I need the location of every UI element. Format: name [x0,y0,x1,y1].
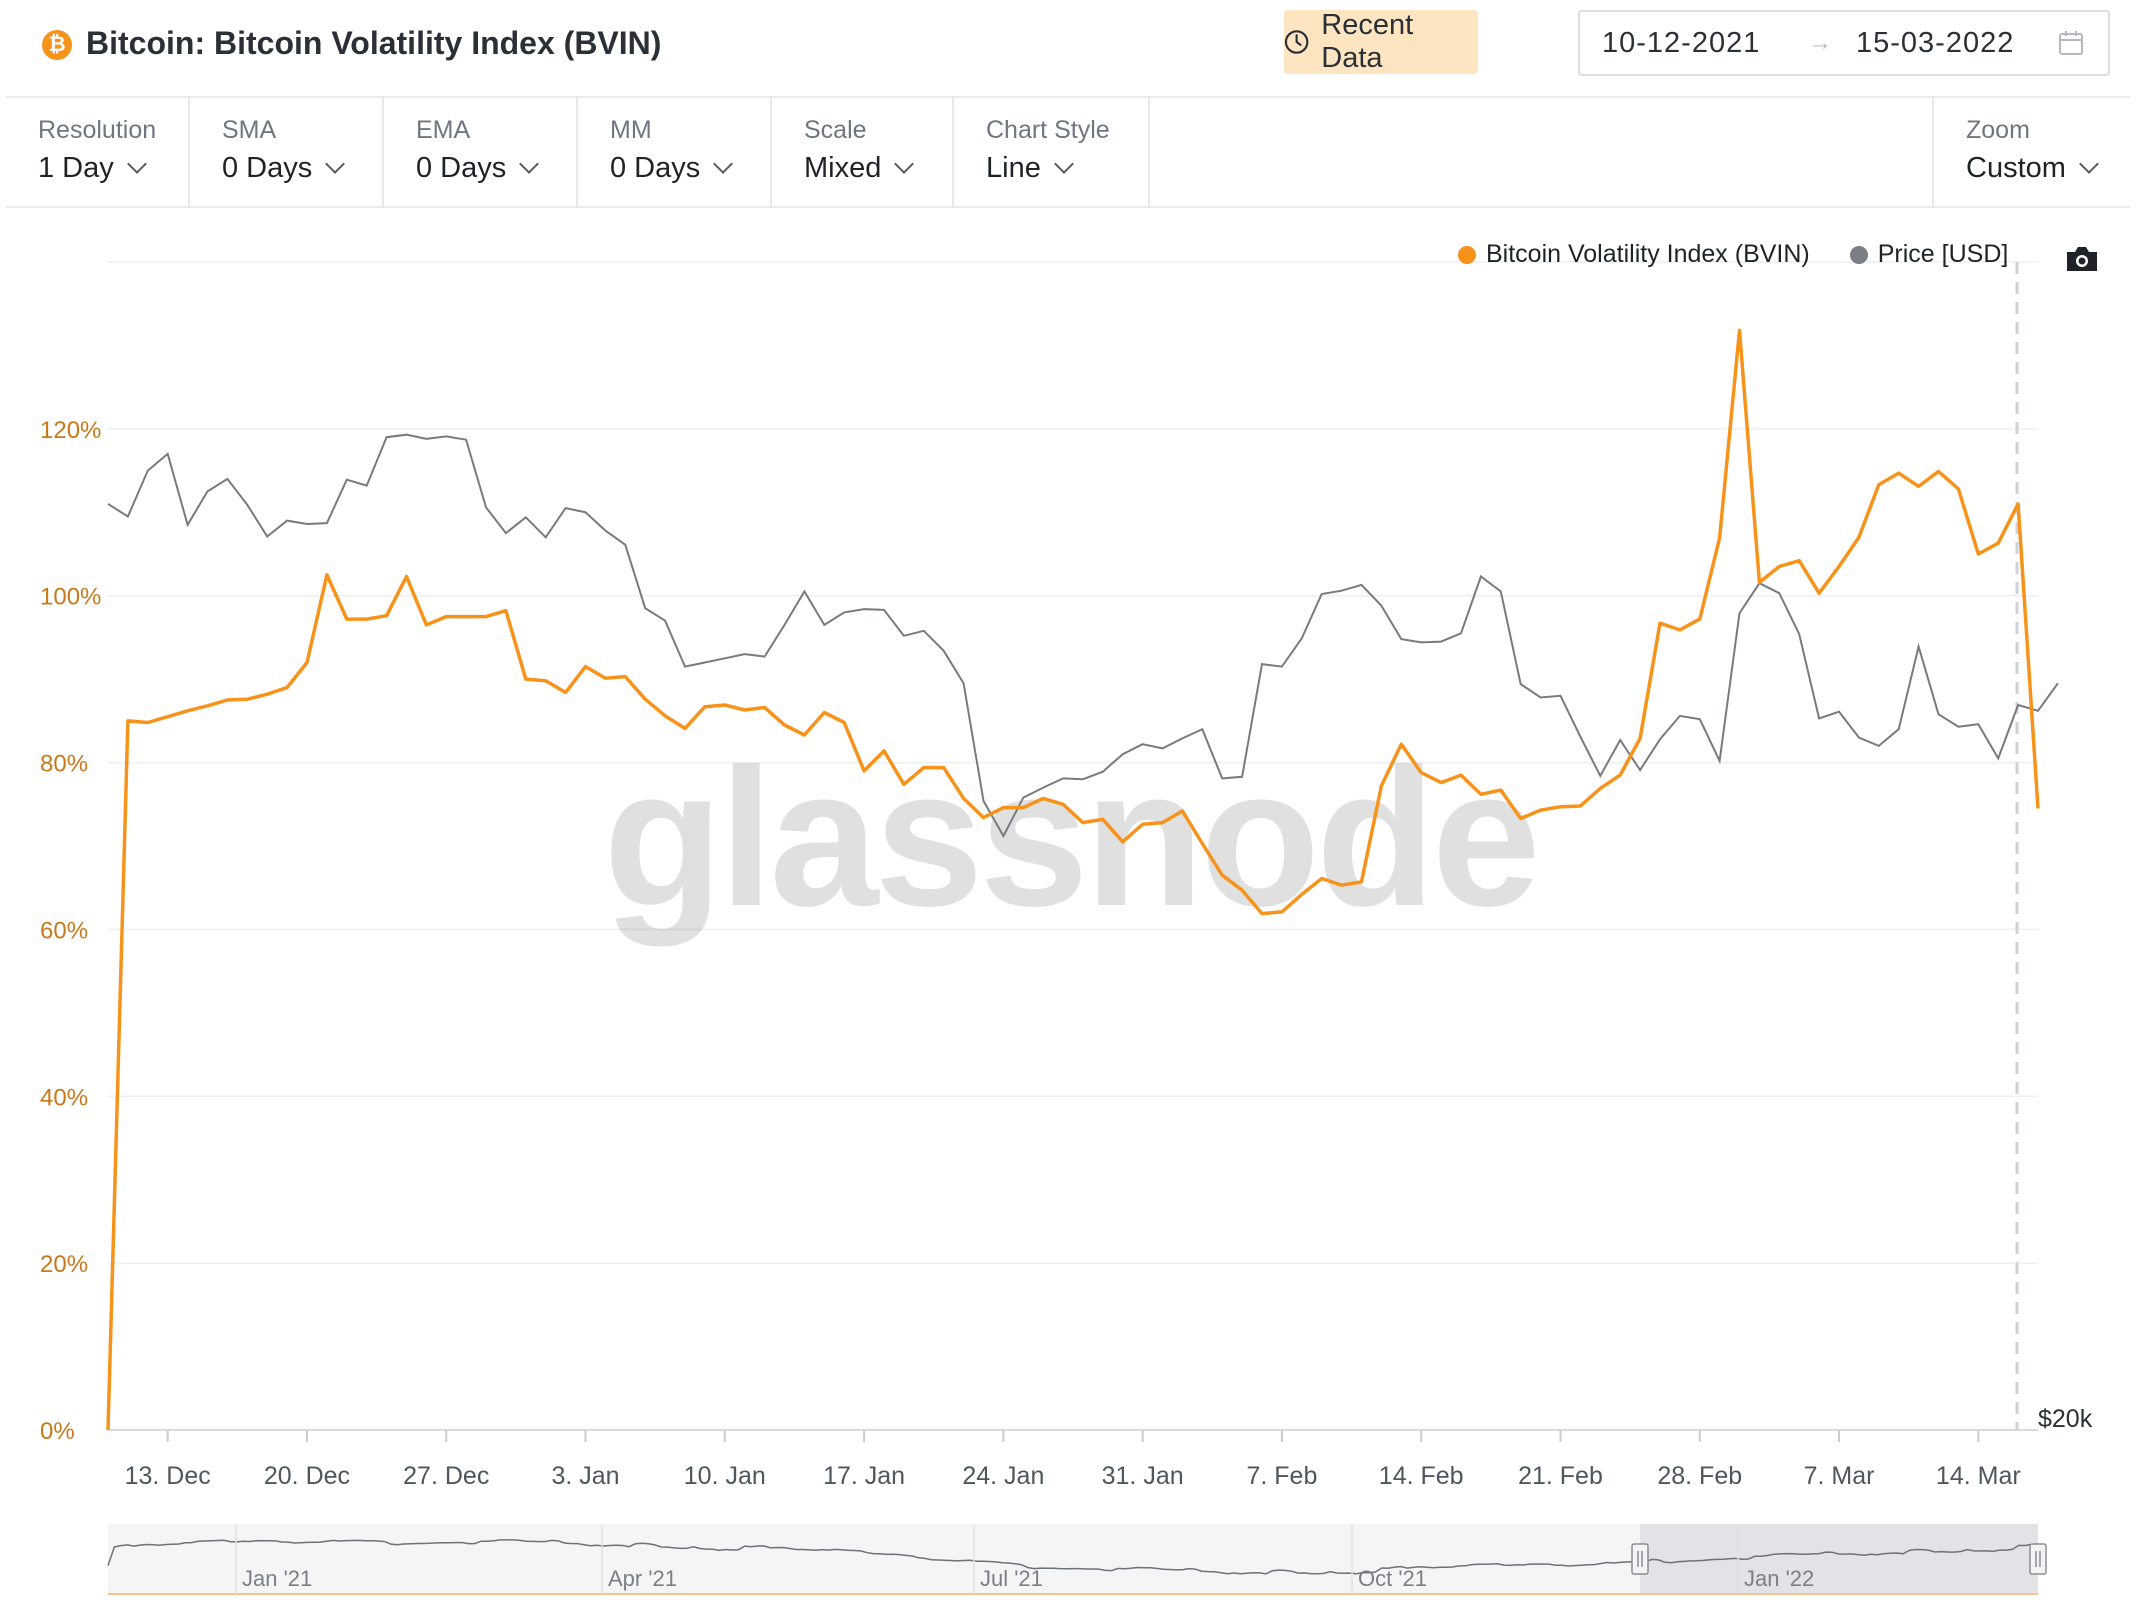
calendar-icon[interactable] [2058,30,2084,56]
chevron-down-icon [1053,154,1074,174]
clock-icon [1284,30,1309,54]
watermark-glassnode: glassnode [603,728,1536,947]
bitcoin-icon: ₿ [42,30,72,60]
chart-area[interactable]: glassnode 0% 20% 40% 60% 80% 100% 120% 13. Dec… [0,208,2136,1614]
mm-value: 0 Days [610,152,701,184]
chart-toolbar: Resolution 1 Day SMA 0 Days EMA 0 Days M… [6,98,2130,208]
ema-value: 0 Days [416,152,507,184]
sma-label: SMA [222,116,277,144]
camera-icon[interactable] [2064,244,2100,274]
scale-label: Scale [804,116,867,144]
y-tick-label: 100% [40,584,101,611]
x-tick-label: 14. Feb [1379,1462,1464,1490]
navigator-tick-label: Apr '21 [608,1566,677,1591]
legend-item-bvin[interactable]: Bitcoin Volatility Index (BVIN) [1458,240,1810,269]
chart-style-select[interactable]: Chart Style Line [954,98,1150,206]
sma-value: 0 Days [222,152,313,184]
legend-label-price: Price [USD] [1877,240,2009,268]
navigator-handle-left[interactable] [1631,1543,1649,1575]
date-to-input[interactable]: 15-03-2022 [1856,27,2015,59]
legend-dot-price [1849,245,1868,264]
sma-select[interactable]: SMA 0 Days [190,98,384,206]
scale-select[interactable]: Scale Mixed [772,98,954,206]
x-tick-label: 7. Feb [1246,1462,1317,1490]
y-tick-label: 80% [40,751,88,778]
x-tick-label: 28. Feb [1657,1462,1742,1490]
range-navigator[interactable]: Jan '21 Apr '21 Jul '21 Oct '21 Jan '22 [107,1524,2047,1595]
ema-select[interactable]: EMA 0 Days [384,98,578,206]
series-price-line[interactable] [107,433,2059,839]
x-tick-label: 31. Jan [1102,1462,1184,1490]
chevron-down-icon [325,154,346,174]
resolution-select[interactable]: Resolution 1 Day [6,98,190,206]
y-tick-label: 120% [40,417,101,444]
arrow-right-icon: → [1808,29,1832,56]
x-tick-label: 24. Jan [962,1462,1044,1490]
resolution-value: 1 Day [38,152,114,184]
mm-label: MM [610,116,652,144]
navigator-price-line [107,1539,2039,1575]
x-tick-label: 27. Dec [403,1462,489,1490]
navigator-tick-label: Jan '21 [242,1566,312,1591]
chevron-down-icon [2079,154,2099,174]
chevron-down-icon [713,154,734,174]
y-tick-label: 20% [40,1251,88,1278]
series-bvin-line[interactable] [106,328,2040,1431]
navigator-tick-label: Oct '21 [1358,1566,1427,1591]
chevron-down-icon [894,154,915,174]
chevron-down-icon [126,154,147,174]
navigator-handle-right[interactable] [2029,1543,2047,1575]
scale-value: Mixed [804,152,882,184]
x-tick-label: 3. Jan [551,1462,619,1490]
y-tick-label: 40% [40,1084,88,1111]
navigator-tick-label: Jan '22 [1744,1566,1814,1591]
chart-style-label: Chart Style [986,116,1110,144]
x-tick-label: 20. Dec [264,1462,350,1490]
x-tick-label: 17. Jan [823,1462,905,1490]
zoom-value: Custom [1966,152,2066,184]
zoom-label: Zoom [1966,116,2030,144]
legend-label-bvin: Bitcoin Volatility Index (BVIN) [1486,240,1810,268]
chevron-down-icon [519,154,540,174]
legend-item-price[interactable]: Price [USD] [1849,240,2009,269]
y2-tick-label: $20k [2038,1405,2093,1433]
x-tick-label: 21. Feb [1518,1462,1603,1490]
date-from-input[interactable]: 10-12-2021 [1602,27,1761,59]
legend-dot-bvin [1458,245,1476,264]
chart-legend: Bitcoin Volatility Index (BVIN) Price [U… [1458,240,2008,269]
y-tick-label: 60% [40,917,88,944]
ema-label: EMA [416,116,471,144]
zoom-select[interactable]: Zoom Custom [1932,98,2132,206]
x-tick-label: 13. Dec [125,1462,211,1490]
x-tick-label: 10. Jan [684,1462,766,1490]
page-title: Bitcoin: Bitcoin Volatility Index (BVIN) [86,25,662,61]
navigator-selection[interactable] [1640,1524,2038,1594]
y-tick-label: 0% [40,1418,75,1445]
chart-style-value: Line [986,152,1041,184]
resolution-label: Resolution [38,116,157,144]
mm-select[interactable]: MM 0 Days [578,98,772,206]
x-tick-label: 14. Mar [1936,1462,2021,1490]
chart-header: ₿ Bitcoin: Bitcoin Volatility Index (BVI… [6,0,2130,98]
navigator-tick-label: Jul '21 [980,1566,1043,1591]
recent-data-button[interactable]: Recent Data [1284,9,1478,74]
date-range-picker[interactable]: 10-12-2021 → 15-03-2022 [1578,10,2110,76]
recent-data-label: Recent Data [1321,9,1414,74]
x-tick-label: 7. Mar [1804,1462,1875,1490]
